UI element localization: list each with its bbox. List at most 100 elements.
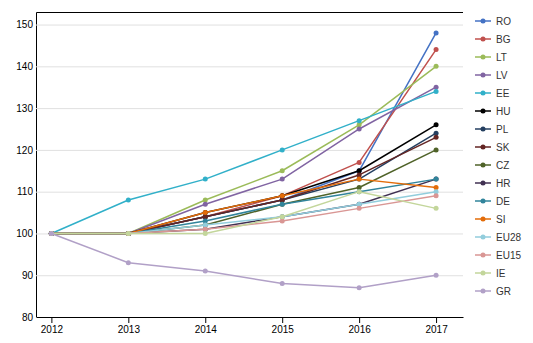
tick-label: 2012 (41, 324, 64, 335)
marker (49, 231, 54, 236)
legend-marker (481, 37, 486, 42)
marker (357, 206, 362, 211)
y-axis: 8090100110120130140150 (16, 13, 463, 323)
legend-item: HR (475, 178, 510, 189)
legend-marker (481, 145, 486, 150)
marker (126, 231, 131, 236)
marker (49, 231, 54, 236)
legend-item: CZ (475, 160, 509, 171)
tick: 2017 (425, 317, 448, 335)
marker (126, 231, 131, 236)
legend-label: SI (496, 214, 505, 225)
marker (434, 64, 439, 69)
series (49, 64, 439, 236)
marker (203, 177, 208, 182)
plot: 8090100110120130140150201220132014201520… (16, 13, 463, 336)
marker (49, 231, 54, 236)
series (49, 135, 439, 236)
marker (434, 122, 439, 127)
series (49, 189, 439, 236)
legend-label: CZ (496, 160, 509, 171)
line (51, 137, 436, 233)
legend-item: EE (475, 88, 510, 99)
legend-item: GR (475, 286, 511, 297)
legend-marker (481, 127, 486, 132)
tick: 90 (22, 270, 463, 281)
legend-item: LT (475, 52, 507, 63)
legend-marker (481, 109, 486, 114)
series (49, 89, 439, 236)
legend-marker (481, 19, 486, 24)
marker (49, 231, 54, 236)
marker (203, 269, 208, 274)
marker (280, 147, 285, 152)
line (51, 125, 436, 234)
marker (357, 189, 362, 194)
series (49, 189, 439, 236)
line (51, 196, 436, 234)
tick: 80 (22, 312, 463, 323)
legend-label: EU28 (496, 232, 521, 243)
series (49, 231, 439, 290)
marker (203, 210, 208, 215)
tick-mark (359, 317, 360, 323)
line (51, 91, 436, 233)
legend-label: EU15 (496, 250, 521, 261)
series (49, 193, 439, 236)
grid-line (36, 150, 463, 151)
legend-label: LT (496, 52, 507, 63)
tick: 2015 (272, 317, 295, 335)
marker (126, 231, 131, 236)
marker (434, 193, 439, 198)
legend-label: SK (496, 142, 510, 153)
marker (126, 198, 131, 203)
marker (126, 231, 131, 236)
line (51, 179, 436, 233)
line (51, 179, 436, 233)
tick-label: 2014 (195, 324, 218, 335)
tick-label: 130 (16, 103, 33, 114)
legend: ROBGLTLVEEHUPLSKCZHRDESIEU28EU15IEGR (475, 16, 521, 297)
legend-marker (481, 91, 486, 96)
tick-mark (128, 317, 129, 323)
legend-label: PL (496, 124, 509, 135)
legend-item: EU28 (475, 232, 521, 243)
marker (434, 30, 439, 35)
marker (434, 147, 439, 152)
tick-mark (205, 317, 206, 323)
tick-mark (436, 317, 437, 323)
legend-marker (481, 253, 486, 258)
marker (280, 202, 285, 207)
legend-label: LV (496, 70, 508, 81)
legend-marker (481, 163, 486, 168)
line (51, 50, 436, 234)
grid-line (36, 275, 463, 276)
marker (434, 89, 439, 94)
series (49, 131, 439, 236)
tick-label: 150 (16, 19, 33, 30)
line (51, 150, 436, 234)
marker (203, 210, 208, 215)
legend-marker (481, 289, 486, 294)
marker (126, 231, 131, 236)
legend-label: IE (496, 268, 506, 279)
tick-label: 120 (16, 145, 33, 156)
line (51, 179, 436, 233)
marker (203, 231, 208, 236)
marker (280, 214, 285, 219)
legend-marker (481, 199, 486, 204)
legend-label: RO (496, 16, 511, 27)
series (49, 85, 439, 236)
marker (49, 231, 54, 236)
legend-marker (481, 181, 486, 186)
marker (126, 231, 131, 236)
line (51, 66, 436, 233)
tick-label: 90 (22, 270, 34, 281)
legend-item: PL (475, 124, 509, 135)
marker (280, 281, 285, 286)
tick-label: 2013 (118, 324, 141, 335)
marker (434, 273, 439, 278)
tick-label: 2017 (425, 324, 448, 335)
legend-label: GR (496, 286, 511, 297)
marker (126, 231, 131, 236)
